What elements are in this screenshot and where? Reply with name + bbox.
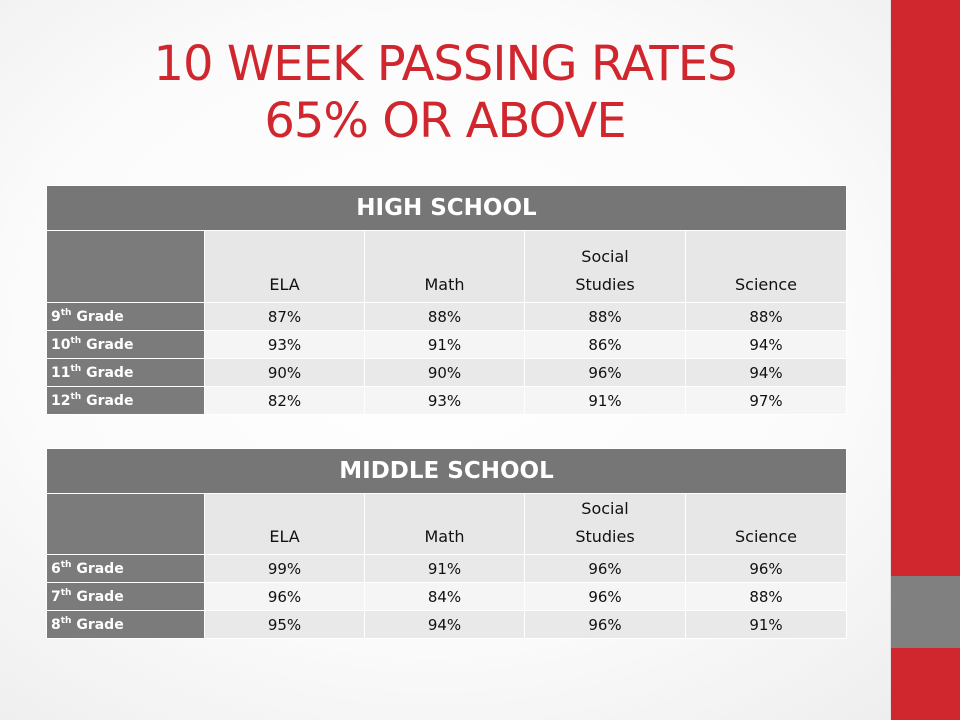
grade-suffix: th — [70, 391, 82, 402]
table-cell-social-studies: 88% — [524, 302, 686, 331]
table-cell-ela: 99% — [204, 554, 365, 583]
table-cell-math: 88% — [364, 302, 525, 331]
table-cell-science: 94% — [685, 358, 847, 387]
grade-number: 9 — [51, 308, 61, 325]
table-cell-science: 91% — [685, 610, 847, 639]
table-cell-ela: 87% — [204, 302, 365, 331]
row-label-grade-12: 12th Grade — [46, 386, 205, 415]
table-cell-ela: 96% — [204, 582, 365, 611]
table-cell-math: 84% — [364, 582, 525, 611]
row-label-grade-9: 9th Grade — [46, 302, 205, 331]
column-header-social-line-1: Social — [581, 247, 629, 266]
table-row: 8th Grade 95% 94% 96% 91% — [46, 610, 847, 639]
table-cell-social-studies: 96% — [524, 554, 686, 583]
table-cell-science: 88% — [685, 582, 847, 611]
high-school-table: HIGH SCHOOL ELA Math Social Studies Scie… — [46, 185, 847, 415]
table-cell-science: 97% — [685, 386, 847, 415]
column-header-ela: ELA — [204, 230, 365, 303]
row-label-grade-7: 7th Grade — [46, 582, 205, 611]
table-cell-ela: 82% — [204, 386, 365, 415]
side-accent-red-bottom — [891, 648, 960, 720]
grade-number: 8 — [51, 616, 61, 633]
table-cell-science: 94% — [685, 330, 847, 359]
table-cell-social-studies: 96% — [524, 582, 686, 611]
table-row: 11th Grade 90% 90% 96% 94% — [46, 358, 847, 387]
table-cell-math: 91% — [364, 554, 525, 583]
table-row: 12th Grade 82% 93% 91% 97% — [46, 386, 847, 415]
table-cell-social-studies: 96% — [524, 358, 686, 387]
column-header-math: Math — [364, 230, 525, 303]
side-accent-gray — [891, 576, 960, 648]
table-cell-science: 96% — [685, 554, 847, 583]
page-title-line-1: 10 WEEK PASSING RATES — [153, 36, 738, 92]
grade-word: Grade — [86, 392, 134, 409]
table-row: 7th Grade 96% 84% 96% 88% — [46, 582, 847, 611]
table-cell-ela: 90% — [204, 358, 365, 387]
grade-number: 6 — [51, 560, 61, 577]
column-header-science: Science — [685, 493, 847, 555]
grade-suffix: th — [70, 363, 82, 374]
middle-school-table: MIDDLE SCHOOL ELA Math Social Studies Sc… — [46, 448, 847, 639]
row-label-grade-11: 11th Grade — [46, 358, 205, 387]
grade-word: Grade — [76, 308, 124, 325]
column-header-ela: ELA — [204, 493, 365, 555]
grade-word: Grade — [76, 560, 124, 577]
header-corner-cell — [46, 230, 205, 303]
table-cell-math: 91% — [364, 330, 525, 359]
grade-word: Grade — [76, 588, 124, 605]
grade-number: 11 — [51, 364, 71, 381]
table-cell-ela: 95% — [204, 610, 365, 639]
grade-word: Grade — [86, 364, 134, 381]
grade-suffix: th — [70, 335, 82, 346]
column-header-math: Math — [364, 493, 525, 555]
grade-suffix: th — [60, 307, 72, 318]
table-row: 6th Grade 99% 91% 96% 96% — [46, 554, 847, 583]
page-title: 10 WEEK PASSING RATES 65% OR ABOVE — [60, 36, 830, 150]
middle-school-banner: MIDDLE SCHOOL — [46, 448, 847, 494]
table-cell-ela: 93% — [204, 330, 365, 359]
grade-number: 10 — [51, 336, 71, 353]
table-row: 9th Grade 87% 88% 88% 88% — [46, 302, 847, 331]
table-cell-social-studies: 86% — [524, 330, 686, 359]
grade-number: 12 — [51, 392, 71, 409]
column-header-social-studies: Social Studies — [524, 230, 686, 303]
table-cell-social-studies: 91% — [524, 386, 686, 415]
table-cell-math: 94% — [364, 610, 525, 639]
side-accent-bar — [890, 0, 960, 720]
column-header-social-studies: Social Studies — [524, 493, 686, 555]
grade-number: 7 — [51, 588, 61, 605]
column-header-social-line-2: Studies — [575, 527, 635, 546]
column-header-social-line-1: Social — [581, 499, 629, 518]
row-label-grade-6: 6th Grade — [46, 554, 205, 583]
table-cell-math: 90% — [364, 358, 525, 387]
row-label-grade-10: 10th Grade — [46, 330, 205, 359]
column-header-science: Science — [685, 230, 847, 303]
high-school-banner: HIGH SCHOOL — [46, 185, 847, 231]
table-cell-math: 93% — [364, 386, 525, 415]
grade-suffix: th — [60, 559, 72, 570]
header-corner-cell — [46, 493, 205, 555]
column-header-social-line-2: Studies — [575, 275, 635, 294]
table-cell-social-studies: 96% — [524, 610, 686, 639]
grade-suffix: th — [60, 615, 72, 626]
row-label-grade-8: 8th Grade — [46, 610, 205, 639]
grade-word: Grade — [76, 616, 124, 633]
grade-suffix: th — [60, 587, 72, 598]
table-row: 10th Grade 93% 91% 86% 94% — [46, 330, 847, 359]
side-accent-red-top — [891, 0, 960, 576]
table-cell-science: 88% — [685, 302, 847, 331]
grade-word: Grade — [86, 336, 134, 353]
page-title-line-2: 65% OR ABOVE — [264, 93, 626, 149]
